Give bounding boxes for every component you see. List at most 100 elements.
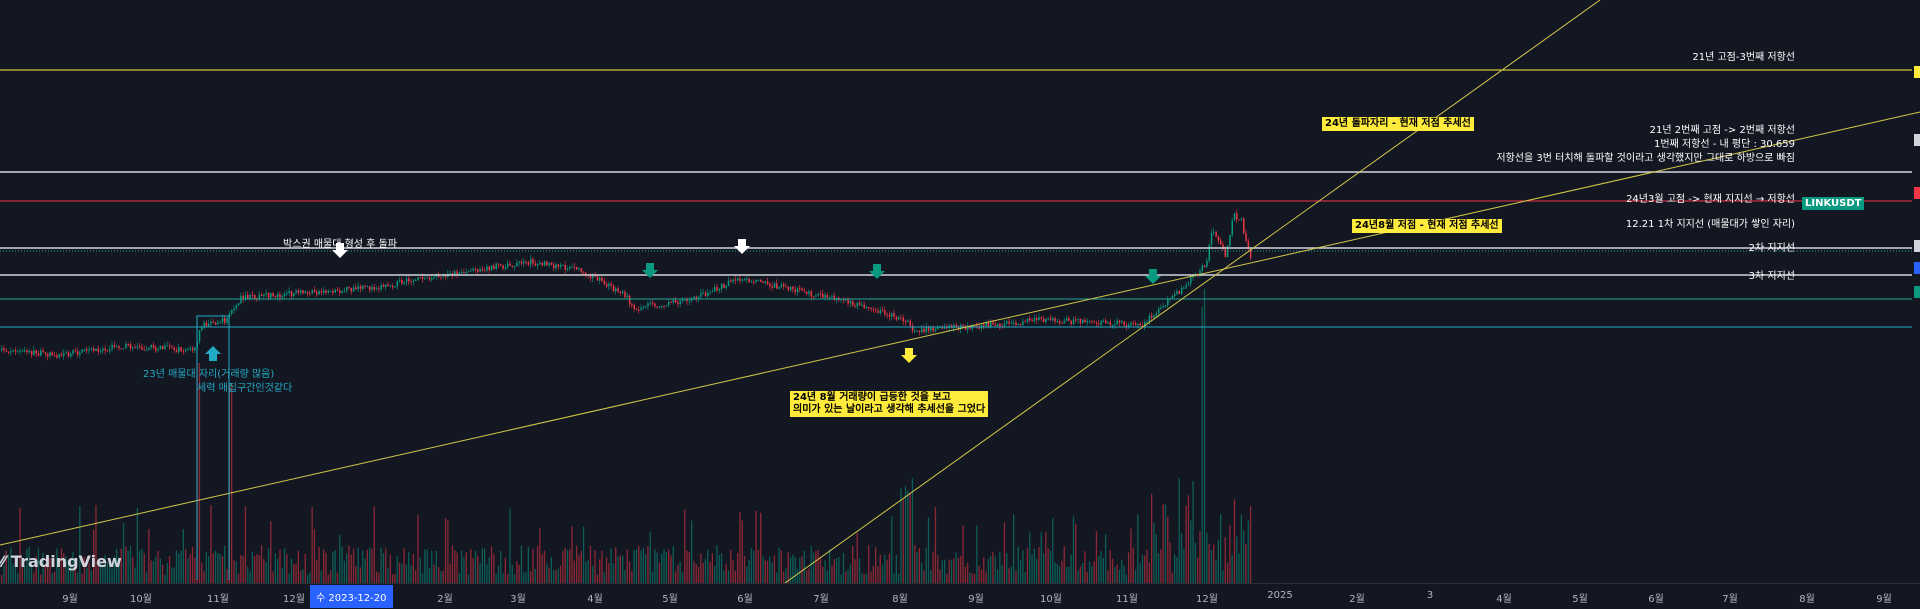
candle-body	[709, 292, 711, 294]
volume-bar	[421, 573, 424, 583]
volume-bar	[1022, 550, 1024, 583]
volume-bar	[1084, 551, 1086, 583]
candle-body	[1022, 321, 1024, 325]
candle-body	[263, 294, 265, 297]
candle-body	[1026, 318, 1029, 322]
volume-bar	[415, 570, 417, 583]
volume-bar	[221, 556, 224, 583]
volume-bar	[950, 560, 953, 583]
candle-body	[1157, 308, 1160, 314]
volume-bar	[750, 548, 753, 583]
volume-bar	[971, 573, 973, 583]
volume-bar	[461, 550, 463, 583]
candle-body	[622, 291, 624, 294]
candle-body	[145, 349, 148, 351]
volume-bar	[86, 567, 88, 583]
candle-body	[316, 292, 318, 295]
volume-bar	[569, 549, 571, 583]
volume-bar	[47, 555, 49, 583]
volume-bar	[1045, 531, 1047, 583]
symbol-price-badge[interactable]: LINKUSDT	[1802, 197, 1865, 210]
candle-body	[35, 350, 37, 354]
volume-bar	[900, 488, 902, 583]
candle-body	[134, 347, 136, 349]
time-axis[interactable]: 9월 8월 7월 6월 5월 4월 3 2월 2025 12월 11월 10월 9월 8월 7월 6월 5월 4월…	[0, 583, 1920, 609]
candle-body	[88, 349, 90, 351]
candle-body	[831, 295, 833, 297]
candle-body	[541, 262, 543, 266]
candle-body	[1010, 323, 1013, 325]
candle-body	[773, 283, 776, 288]
volume-bar	[417, 515, 419, 583]
candle-body	[663, 305, 665, 307]
candle-body	[730, 280, 732, 282]
volume-bar	[366, 549, 368, 583]
volume-bar	[316, 559, 318, 583]
candle-body	[109, 349, 111, 351]
volume-bar	[490, 546, 493, 583]
candle-body	[704, 292, 707, 296]
candle-body	[111, 344, 113, 350]
price-chart[interactable]	[0, 0, 1920, 583]
volume-bar	[973, 573, 976, 583]
volume-bar	[394, 573, 396, 583]
volume-bar	[479, 563, 481, 583]
arrow-up-icon	[205, 346, 221, 361]
candle-body	[461, 272, 463, 274]
candle-body	[755, 280, 757, 282]
volume-bar	[923, 570, 925, 583]
volume-bar	[1134, 569, 1137, 583]
candle-body	[1024, 321, 1026, 323]
candle-body	[918, 330, 921, 333]
volume-bar	[109, 564, 111, 583]
volume-bar	[576, 545, 578, 583]
volume-bar	[881, 564, 884, 583]
candle-body	[856, 302, 859, 307]
candle-body	[824, 294, 826, 298]
volume-bar	[67, 560, 69, 583]
candle-body	[1180, 288, 1183, 294]
volume-bar	[438, 567, 440, 583]
volume-bar	[352, 548, 355, 583]
volume-bar	[95, 505, 97, 583]
candle-body	[175, 349, 178, 352]
candle-body	[212, 321, 215, 323]
volume-bar	[178, 553, 180, 583]
candle-body	[1017, 323, 1020, 326]
volume-bar	[1123, 565, 1125, 583]
candle-body	[141, 347, 143, 350]
candle-body	[624, 291, 626, 298]
candle-body	[635, 308, 638, 310]
volume-bar	[1213, 544, 1215, 583]
candle-body	[734, 279, 737, 281]
volume-bar	[387, 568, 389, 583]
volume-bar	[1194, 542, 1196, 583]
candle-body	[228, 313, 231, 318]
volume-bar	[622, 555, 624, 583]
volume-bar	[996, 569, 999, 583]
volume-bar	[242, 556, 244, 583]
candle-body	[886, 314, 888, 316]
candle-body	[357, 286, 359, 290]
volume-bar	[217, 552, 219, 583]
volume-bar	[311, 506, 313, 583]
candle-body	[1139, 323, 1141, 326]
candle-body	[168, 345, 171, 347]
candle-body	[647, 303, 649, 307]
candle-body	[1176, 290, 1178, 295]
candle-body	[258, 294, 261, 300]
candle-body	[267, 292, 270, 298]
candle-body	[313, 290, 316, 293]
volume-bar	[26, 549, 28, 583]
candle-body	[870, 307, 872, 310]
volume-bar	[346, 553, 348, 583]
candle-body	[290, 291, 293, 297]
volume-bar	[1245, 543, 1247, 583]
volume-bar	[562, 551, 564, 583]
volume-bar	[189, 553, 191, 583]
volume-bar	[440, 571, 442, 583]
volume-bar	[525, 571, 527, 583]
volume-bar	[362, 550, 364, 583]
volume-bar	[507, 574, 509, 583]
candle-body	[585, 272, 587, 275]
